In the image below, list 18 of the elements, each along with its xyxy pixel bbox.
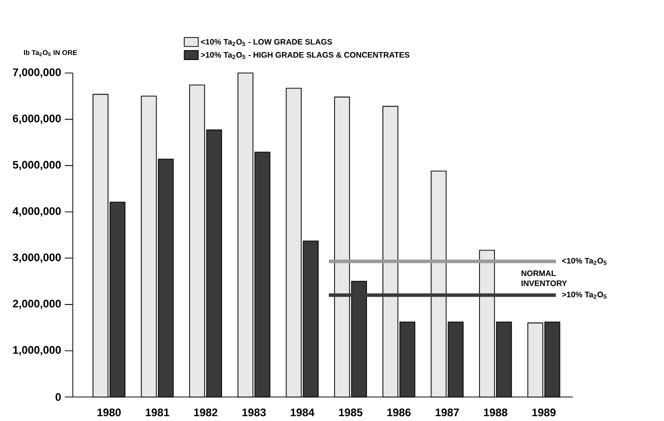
- x-tick-label: 1985: [339, 408, 362, 416]
- y-tick-label: 6,000,000: [12, 114, 61, 124]
- y-tick-label: 5,000,000: [12, 160, 61, 170]
- y-tick-label: 7,000,000: [12, 68, 61, 78]
- y-tick-label: 2,000,000: [12, 300, 61, 310]
- y-tick-label: 1,000,000: [13, 346, 61, 356]
- x-tick-label: 1983: [242, 408, 266, 416]
- x-tick-label: 1987: [436, 408, 459, 416]
- x-tick-label: 1986: [387, 408, 411, 416]
- x-tick-label: 1981: [146, 408, 170, 416]
- y-tick-label: 4,000,000: [12, 207, 61, 217]
- x-tick-label: 1988: [484, 408, 508, 416]
- x-tick-label: 1989: [532, 408, 556, 416]
- y-tick-label: 3,000,000: [12, 253, 61, 263]
- x-tick-label: 1980: [98, 408, 121, 416]
- x-tick-label: 1984: [290, 408, 314, 416]
- y-tick-label: 0: [56, 393, 61, 401]
- x-tick-label: 1982: [194, 408, 218, 416]
